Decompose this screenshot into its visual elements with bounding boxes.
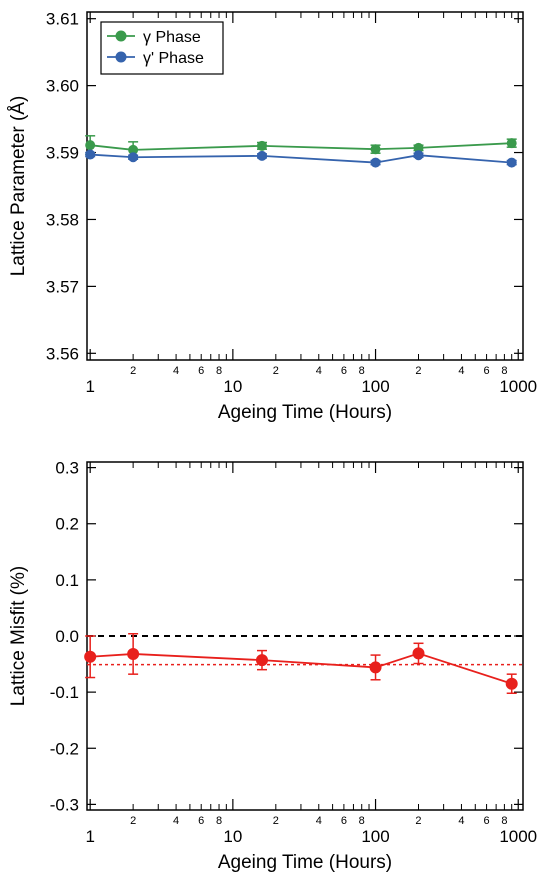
series-line xyxy=(90,142,512,151)
y-tick-label: 0.1 xyxy=(55,571,79,590)
x-minor-tick-label: 6 xyxy=(341,365,347,377)
data-point xyxy=(85,149,96,160)
x-minor-tick-label: 2 xyxy=(415,365,421,377)
x-minor-tick-label: 4 xyxy=(173,815,179,827)
x-axis-title: Ageing Time (Hours) xyxy=(218,402,392,423)
data-point xyxy=(370,157,381,168)
x-minor-tick-label: 6 xyxy=(341,815,347,827)
x-minor-tick-label: 4 xyxy=(458,815,464,827)
x-minor-tick-label: 4 xyxy=(173,365,179,377)
x-minor-tick-label: 2 xyxy=(415,815,421,827)
y-tick-label: 0.2 xyxy=(55,515,79,534)
y-tick-label: 3.59 xyxy=(46,144,79,163)
plot-frame xyxy=(86,461,524,811)
x-minor-tick-label: 8 xyxy=(501,365,507,377)
x-minor-tick-label: 8 xyxy=(359,815,365,827)
x-tick-label: 100 xyxy=(361,827,389,846)
data-point xyxy=(256,140,267,151)
x-minor-tick-label: 4 xyxy=(458,365,464,377)
series-line xyxy=(90,153,512,164)
legend-label: γ' Phase xyxy=(143,50,204,67)
x-minor-tick-label: 8 xyxy=(216,365,222,377)
series-line xyxy=(90,652,512,685)
x-minor-tick-label: 4 xyxy=(316,365,322,377)
x-tick-label: 1000 xyxy=(499,377,537,396)
y-tick-label: -0.3 xyxy=(50,795,79,814)
y-tick-label: 3.56 xyxy=(46,344,79,363)
plot-frame xyxy=(86,11,524,361)
data-point xyxy=(370,144,381,155)
data-point xyxy=(369,661,382,674)
legend-swatch-marker xyxy=(115,30,127,42)
x-minor-tick-label: 6 xyxy=(198,365,204,377)
legend: γ Phase γ' Phase xyxy=(100,21,224,75)
data-point xyxy=(128,152,139,163)
legend-swatch-marker xyxy=(115,51,127,63)
x-minor-tick-label: 2 xyxy=(130,815,136,827)
x-axis-title: Ageing Time (Hours) xyxy=(218,852,392,873)
y-tick-label: 0.0 xyxy=(55,627,79,646)
y-tick-label: 3.60 xyxy=(46,77,79,96)
legend-label: γ Phase xyxy=(143,29,201,46)
data-point xyxy=(506,157,517,168)
y-tick-label: 3.58 xyxy=(46,210,79,229)
y-tick-label: 3.61 xyxy=(46,10,79,29)
data-point xyxy=(255,654,268,667)
x-tick-label: 1 xyxy=(85,827,94,846)
x-minor-tick-label: 6 xyxy=(484,815,490,827)
x-tick-label: 1 xyxy=(85,377,94,396)
x-tick-label: 100 xyxy=(361,377,389,396)
data-point xyxy=(127,647,140,660)
x-minor-tick-label: 6 xyxy=(484,365,490,377)
x-minor-tick-label: 8 xyxy=(501,815,507,827)
y-tick-label: -0.1 xyxy=(50,683,79,702)
y-axis-title: Lattice Parameter (Å) xyxy=(8,96,29,277)
y-tick-label: 0.3 xyxy=(55,459,79,478)
data-point xyxy=(85,140,96,151)
data-point xyxy=(84,650,97,663)
data-point xyxy=(413,150,424,161)
x-minor-tick-label: 2 xyxy=(130,365,136,377)
data-point xyxy=(256,150,267,161)
x-minor-tick-label: 2 xyxy=(273,815,279,827)
x-tick-label: 1000 xyxy=(499,827,537,846)
x-tick-label: 10 xyxy=(223,827,242,846)
data-point xyxy=(412,647,425,660)
x-minor-tick-label: 8 xyxy=(216,815,222,827)
y-tick-label: 3.57 xyxy=(46,277,79,296)
x-minor-tick-label: 8 xyxy=(359,365,365,377)
x-minor-tick-label: 2 xyxy=(273,365,279,377)
y-tick-label: -0.2 xyxy=(50,739,79,758)
x-tick-label: 10 xyxy=(223,377,242,396)
data-point xyxy=(505,677,518,690)
x-minor-tick-label: 4 xyxy=(316,815,322,827)
x-minor-tick-label: 6 xyxy=(198,815,204,827)
data-point xyxy=(506,138,517,149)
y-axis-title: Lattice Misfit (%) xyxy=(8,566,29,706)
